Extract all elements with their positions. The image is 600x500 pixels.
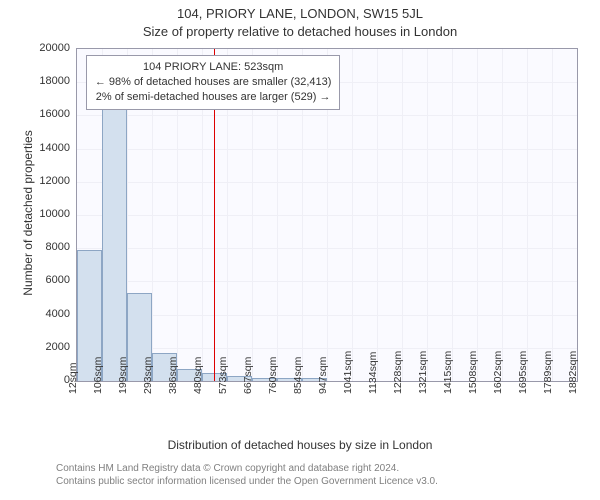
annotation-line: 2% of semi-detached houses are larger (5…	[95, 90, 332, 105]
gridline-v	[452, 49, 453, 381]
y-tick-label: 20000	[20, 42, 70, 54]
x-axis-label: Distribution of detached houses by size …	[0, 438, 600, 452]
annotation-line: 104 PRIORY LANE: 523sqm	[95, 60, 332, 75]
gridline-v	[477, 49, 478, 381]
y-tick-label: 18000	[20, 75, 70, 87]
annotation-box: 104 PRIORY LANE: 523sqm← 98% of detached…	[86, 55, 341, 110]
y-tick-label: 14000	[20, 142, 70, 154]
y-tick-label: 10000	[20, 208, 70, 220]
y-ticks: 0200040006000800010000120001400016000180…	[0, 48, 70, 380]
gridline-v	[377, 49, 378, 381]
y-tick-label: 2000	[20, 341, 70, 353]
y-tick-label: 0	[20, 374, 70, 386]
page-title: 104, PRIORY LANE, LONDON, SW15 5JL	[0, 6, 600, 21]
annotation-line: ← 98% of detached houses are smaller (32…	[95, 75, 332, 90]
gridline-v	[352, 49, 353, 381]
page-subtitle: Size of property relative to detached ho…	[0, 24, 600, 39]
y-tick-label: 6000	[20, 274, 70, 286]
footer-line-2: Contains public sector information licen…	[56, 475, 438, 488]
histogram-bar	[102, 104, 127, 381]
footer: Contains HM Land Registry data © Crown c…	[56, 462, 438, 488]
plot-area: 104 PRIORY LANE: 523sqm← 98% of detached…	[76, 48, 578, 382]
y-tick-label: 8000	[20, 241, 70, 253]
gridline-v	[552, 49, 553, 381]
gridline-v	[502, 49, 503, 381]
y-tick-label: 16000	[20, 108, 70, 120]
gridline-v	[402, 49, 403, 381]
footer-line-1: Contains HM Land Registry data © Crown c…	[56, 462, 438, 475]
root: 104, PRIORY LANE, LONDON, SW15 5JL Size …	[0, 0, 600, 500]
y-tick-label: 4000	[20, 308, 70, 320]
gridline-v	[527, 49, 528, 381]
gridline-v	[427, 49, 428, 381]
y-tick-label: 12000	[20, 175, 70, 187]
x-ticks: 12sqm106sqm199sqm293sqm386sqm480sqm573sq…	[76, 380, 576, 440]
